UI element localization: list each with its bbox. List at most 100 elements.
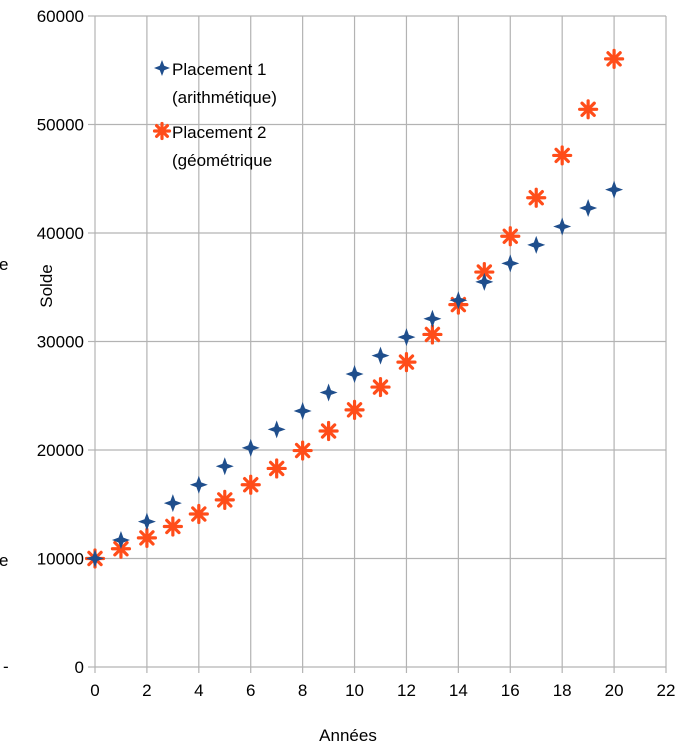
data-point [215,457,234,476]
legend-marker [154,60,170,76]
cross-marker [397,328,416,347]
data-point [318,420,339,442]
cross-marker [267,420,286,439]
data-point [163,494,182,513]
data-point [370,376,391,398]
data-point [396,352,417,373]
data-point [553,217,572,236]
data-point [527,235,546,254]
cross-marker [86,549,104,568]
data-point [605,180,624,199]
star-stroke [165,518,181,535]
star-stroke [320,423,337,439]
star-stroke [476,264,493,280]
star-stroke [155,123,169,138]
data-point [188,503,209,525]
legend-label: Placement 1 [172,60,267,79]
star-stroke [372,379,389,395]
data-point [266,458,287,479]
star-stroke [554,147,570,164]
axes [88,15,667,673]
cross-marker [189,475,208,494]
cross-marker [154,60,170,76]
star-stroke [502,228,518,244]
x-tick-label: 4 [194,681,203,700]
x-tick-label: 10 [345,681,364,700]
left-edge-fragment: e [0,551,8,570]
star-stroke [139,530,155,546]
tick-labels: 0 2 4 6 8 10 12 14 16 18 20 22 0 10000 20000 30000 40000… [37,7,676,700]
data-point [137,512,156,531]
y-tick-label: 10000 [37,550,84,569]
cross-marker [111,531,130,550]
data-point [500,226,521,247]
star-stroke [191,506,207,522]
x-tick-label: 20 [605,681,624,700]
data-point [214,489,235,511]
x-tick-label: 0 [90,681,99,700]
data-point [475,272,494,291]
x-tick-label: 6 [246,681,255,700]
data-point [111,531,130,550]
star-stroke [424,326,441,343]
data-point [292,440,313,461]
left-edge-fragment: e [0,255,8,274]
data-point [293,401,312,420]
star-stroke [398,354,415,370]
cross-marker [605,180,624,199]
cross-marker [527,235,546,254]
legend-label: (géométrique [172,151,272,170]
star-stroke [294,442,311,459]
data-point [344,399,365,420]
star-stroke [346,402,363,418]
cross-marker [579,199,598,218]
y-tick-label: 50000 [37,116,84,135]
data-point [423,309,442,328]
data-point [526,187,547,208]
cross-marker [345,365,364,384]
y-tick-label: 40000 [37,224,84,243]
data-point [603,48,625,69]
legend: Placement 1 (arithmétique) Placement 2 (géo… [152,60,277,170]
data-point [552,145,573,166]
cross-marker [371,346,390,365]
cross-marker [215,457,234,476]
y-tick-label: 0 [75,658,84,677]
star-stroke [528,190,544,206]
data-point [579,199,598,218]
data-point [449,291,468,310]
legend-marker [152,121,172,141]
x-axis-title: Années [319,726,377,745]
x-tick-label: 18 [553,681,572,700]
data-point [136,527,158,548]
data-points [84,48,625,569]
x-tick-label: 2 [142,681,151,700]
cross-marker [423,309,442,328]
data-point [345,365,364,384]
data-point [240,474,261,495]
y-tick-label: 30000 [37,333,84,352]
star-stroke [606,51,622,67]
cross-marker [501,254,520,273]
star-stroke [580,101,596,118]
cross-marker [241,438,260,457]
x-tick-label: 22 [657,681,676,700]
left-edge-fragment: - [3,657,9,676]
grid-lines [95,15,667,667]
star-stroke [217,492,233,508]
data-point [578,99,599,120]
data-point [422,324,443,345]
legend-label: (arithmétique) [172,88,277,107]
data-point [267,420,286,439]
star-stroke [268,460,285,477]
cross-marker [449,291,468,310]
data-point [162,516,183,537]
data-point [241,438,260,457]
data-point [371,346,390,365]
data-point [397,328,416,347]
cross-marker [137,512,156,531]
star-stroke [243,477,259,493]
y-tick-label: 20000 [37,441,84,460]
data-point [501,254,520,273]
x-tick-label: 14 [449,681,468,700]
